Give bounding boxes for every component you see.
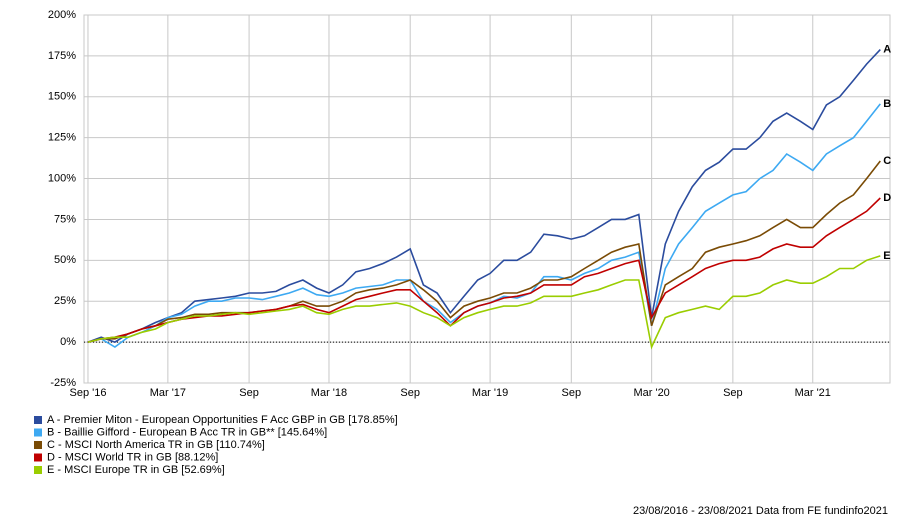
end-label: E [883,250,890,262]
end-label: A [883,43,891,55]
legend-label: E - MSCI Europe TR in GB [52.69%] [47,464,225,476]
x-tick-label: Mar '19 [472,387,508,399]
legend-swatch [34,441,42,449]
end-label: D [883,192,891,204]
series-line [87,160,881,343]
series-line [87,49,881,343]
x-tick-label: Mar '20 [633,387,669,399]
footer: 23/08/2016 - 23/08/2021 Data from FE fun… [633,505,888,517]
series-line [87,197,881,343]
x-tick-label: Sep [562,387,582,399]
y-tick-label: 25% [54,295,76,307]
x-tick-label: Mar '21 [795,387,831,399]
y-tick-label: 175% [48,50,76,62]
legend-label: A - Premier Miton - European Opportuniti… [47,414,398,426]
x-tick-label: Sep [239,387,259,399]
plot-area [83,14,891,384]
x-tick-label: Sep '16 [69,387,106,399]
end-label: C [883,155,891,167]
y-tick-label: 75% [54,213,76,225]
legend-label: D - MSCI World TR in GB [88.12%] [47,451,218,463]
legend-swatch [34,466,42,474]
legend-swatch [34,428,42,437]
legend-swatch [34,453,42,462]
x-tick-label: Sep [723,387,743,399]
y-tick-label: 0% [60,336,76,348]
y-tick-label: 200% [48,9,76,21]
y-tick-label: 100% [48,172,76,184]
legend-label: B - Baillie Gifford - European B Acc TR … [47,426,327,438]
x-tick-label: Mar '18 [311,387,347,399]
x-tick-label: Mar '17 [150,387,186,399]
series-line [87,255,881,350]
y-tick-label: 125% [48,132,76,144]
end-label: B [883,98,891,110]
y-tick-label: 150% [48,91,76,103]
legend-swatch [34,416,42,424]
legend-label: C - MSCI North America TR in GB [110.74%… [47,439,265,451]
x-tick-label: Sep [400,387,420,399]
y-tick-label: -25% [50,377,76,389]
y-tick-label: 50% [54,254,76,266]
